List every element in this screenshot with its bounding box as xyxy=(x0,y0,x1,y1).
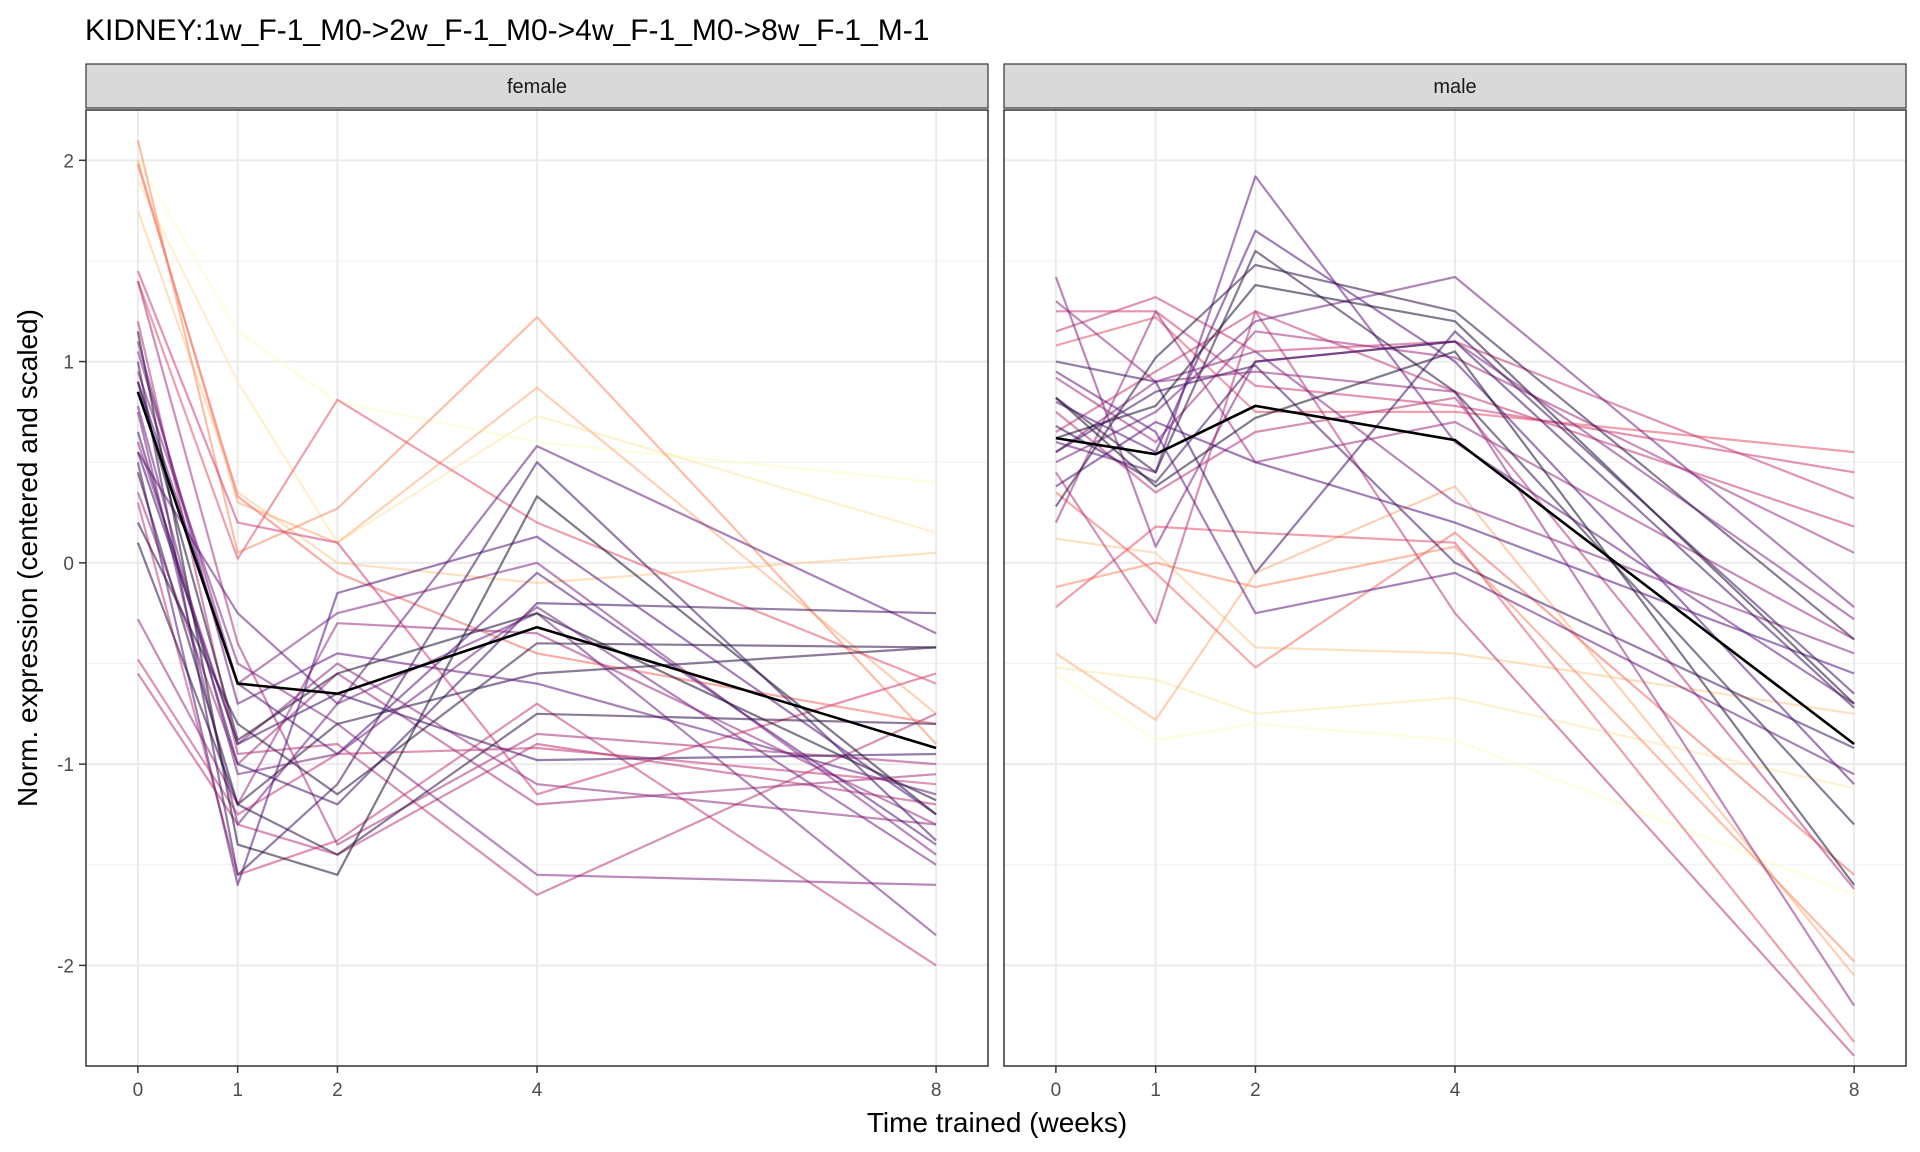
series-line-17 xyxy=(1055,350,1855,655)
series-line-21 xyxy=(136,461,937,887)
series-line-3 xyxy=(1055,537,1855,715)
facet-strip-label: male xyxy=(1433,76,1476,98)
series-line-9 xyxy=(1055,310,1855,474)
series-line-7 xyxy=(136,280,937,685)
mean-line xyxy=(136,391,937,750)
series-line-11 xyxy=(1054,310,1855,1057)
series-line-30 xyxy=(1055,370,1855,776)
series-line-27 xyxy=(1055,284,1855,705)
x-tick-label: 2 xyxy=(1250,1080,1261,1101)
chart-title: KIDNEY:1w_F-1_M0->2w_F-1_M0->4w_F-1_M0->… xyxy=(85,14,929,47)
series-line-26 xyxy=(1054,263,1855,641)
series-line-16 xyxy=(1055,300,1856,1007)
series-line-26 xyxy=(136,542,937,806)
x-tick-label: 8 xyxy=(931,1080,942,1101)
series-line-13 xyxy=(1055,330,1855,554)
series-lines xyxy=(136,139,937,967)
series-line-8 xyxy=(1055,316,1855,454)
series-line-28 xyxy=(1055,350,1855,886)
x-tick-label: 1 xyxy=(232,1080,243,1101)
y-axis: 2 1 0 -1 -2 xyxy=(57,151,86,977)
series-line-25 xyxy=(136,522,937,796)
major-gridlines xyxy=(86,110,988,1066)
mean-line xyxy=(1055,404,1855,746)
series-line-3 xyxy=(136,210,937,585)
x-tick-label: 1 xyxy=(1150,1080,1161,1101)
x-tick-label: 2 xyxy=(332,1080,343,1101)
y-tick-label: 0 xyxy=(63,554,74,575)
x-tick-label: 0 xyxy=(1051,1080,1062,1101)
series-line-24 xyxy=(1055,340,1855,709)
y-tick-label: 1 xyxy=(63,353,74,374)
series-line-14 xyxy=(1055,396,1855,890)
facet-strip xyxy=(85,63,989,109)
series-line-22 xyxy=(1055,420,1855,675)
x-tick-label: 8 xyxy=(1849,1080,1860,1101)
x-tick-label: 4 xyxy=(1450,1080,1461,1101)
series-line-18 xyxy=(136,351,937,856)
facet-female: female xyxy=(85,63,989,1067)
series-line-6 xyxy=(1055,491,1855,876)
series-line-24 xyxy=(136,361,937,876)
y-tick-label: 2 xyxy=(63,151,74,172)
series-line-15 xyxy=(136,280,937,846)
series-line-11 xyxy=(136,502,937,967)
series-line-5 xyxy=(136,139,937,745)
series-line-25 xyxy=(1055,249,1855,826)
series-lines xyxy=(1054,175,1856,1057)
series-line-32 xyxy=(136,405,937,866)
series-line-19 xyxy=(1055,275,1855,608)
series-line-2 xyxy=(1055,666,1855,790)
series-line-23 xyxy=(1055,330,1855,695)
facet-panels: female male xyxy=(85,63,1907,1067)
series-line-21 xyxy=(1055,229,1855,785)
y-tick-label: -2 xyxy=(57,956,74,977)
series-line-20 xyxy=(136,445,937,705)
facet-strip-label: female xyxy=(507,76,567,98)
series-line-6 xyxy=(136,163,937,725)
series-line-8 xyxy=(136,270,937,796)
series-line-7 xyxy=(1055,525,1855,1043)
y-axis-title: Norm. expression (centered and scaled) xyxy=(12,309,43,807)
x-tick-label: 0 xyxy=(133,1080,144,1101)
facet-male: male xyxy=(1003,63,1907,1067)
x-axis: 0 1 2 4 8 0 1 2 4 8 xyxy=(133,1066,1860,1101)
series-line-5 xyxy=(1055,545,1855,963)
series-line-29 xyxy=(136,381,937,802)
y-tick-label: -1 xyxy=(57,755,74,776)
facet-strip xyxy=(1003,63,1907,109)
series-line-27 xyxy=(136,331,937,876)
series-line-1 xyxy=(1055,672,1855,896)
x-axis-title: Time trained (weeks) xyxy=(867,1107,1127,1138)
series-line-28 xyxy=(136,471,937,856)
x-tick-label: 4 xyxy=(532,1080,543,1101)
series-line-12 xyxy=(136,321,937,897)
